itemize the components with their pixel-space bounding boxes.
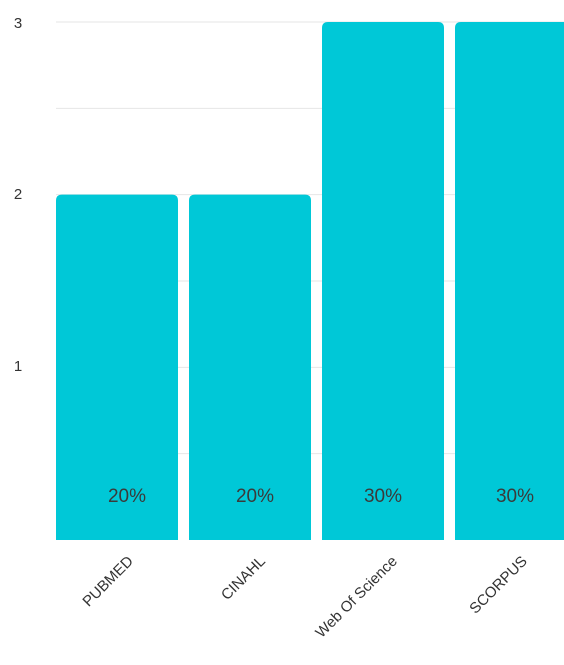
data-label-scorpus: 30% <box>496 486 534 507</box>
y-tick-label-3: 3 <box>14 15 22 32</box>
y-axis-tick-labels: 1 2 3 <box>14 15 22 375</box>
y-tick-label-1: 1 <box>14 358 22 375</box>
x-label-pubmed: PUBMED <box>79 553 137 611</box>
bar-scorpus <box>455 22 564 540</box>
bar-web-of-science <box>322 22 444 540</box>
data-label-web-of-science: 30% <box>364 486 402 507</box>
y-tick-label-2: 2 <box>14 186 22 203</box>
data-labels: 20% 20% 30% 30% <box>108 486 534 507</box>
bar-pubmed <box>56 194 178 540</box>
x-axis-category-labels: PUBMED CINAHL Web Of Science SCORPUS <box>79 553 530 642</box>
data-label-pubmed: 20% <box>108 486 146 507</box>
bar-cinahl <box>189 194 311 540</box>
x-label-scorpus: SCORPUS <box>466 553 530 617</box>
bars <box>56 22 564 540</box>
data-label-cinahl: 20% <box>236 486 274 507</box>
x-label-cinahl: CINAHL <box>218 553 269 604</box>
x-label-web-of-science: Web Of Science <box>312 553 400 641</box>
